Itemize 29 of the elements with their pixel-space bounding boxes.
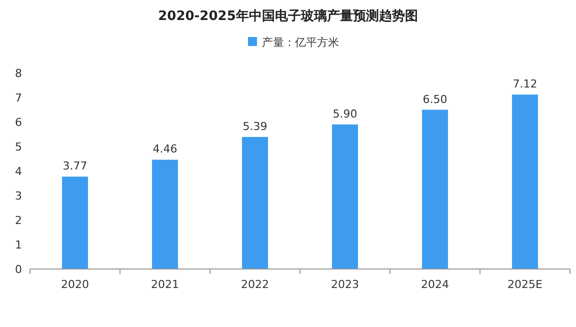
legend-label: 产量：亿平方米 (262, 36, 339, 49)
data-label: 7.12 (512, 78, 538, 91)
x-tick-label: 2020 (61, 278, 89, 291)
data-label: 3.77 (62, 160, 88, 173)
bar (242, 136, 268, 269)
x-tick-label: 2024 (421, 278, 449, 291)
chart-title: 2020-2025年中国电子玻璃产量预测趋势图 (158, 8, 418, 24)
y-tick-label: 1 (15, 238, 22, 252)
y-tick-label: 6 (15, 116, 22, 129)
data-label: 6.50 (422, 92, 448, 106)
data-label: 5.90 (332, 107, 358, 120)
bar (422, 110, 448, 269)
x-tick-label: 2022 (241, 278, 269, 291)
y-tick-label: 2 (15, 214, 22, 227)
data-label: 4.46 (152, 142, 178, 156)
bar (332, 124, 358, 269)
x-tick-label: 2023 (331, 278, 359, 291)
y-tick-label: 3 (15, 190, 22, 202)
y-tick-label: 8 (15, 67, 22, 80)
y-tick-label: 4 (15, 165, 22, 178)
bar (152, 160, 178, 269)
y-tick-label: 0 (15, 263, 22, 276)
y-tick-label: 7 (15, 92, 22, 104)
x-tick-label: 2025E (508, 278, 543, 291)
bar (512, 94, 538, 269)
bar (62, 176, 88, 269)
x-tick-label: 2021 (151, 278, 179, 291)
y-tick-label: 5 (15, 140, 22, 154)
data-label: 5.39 (242, 120, 268, 133)
